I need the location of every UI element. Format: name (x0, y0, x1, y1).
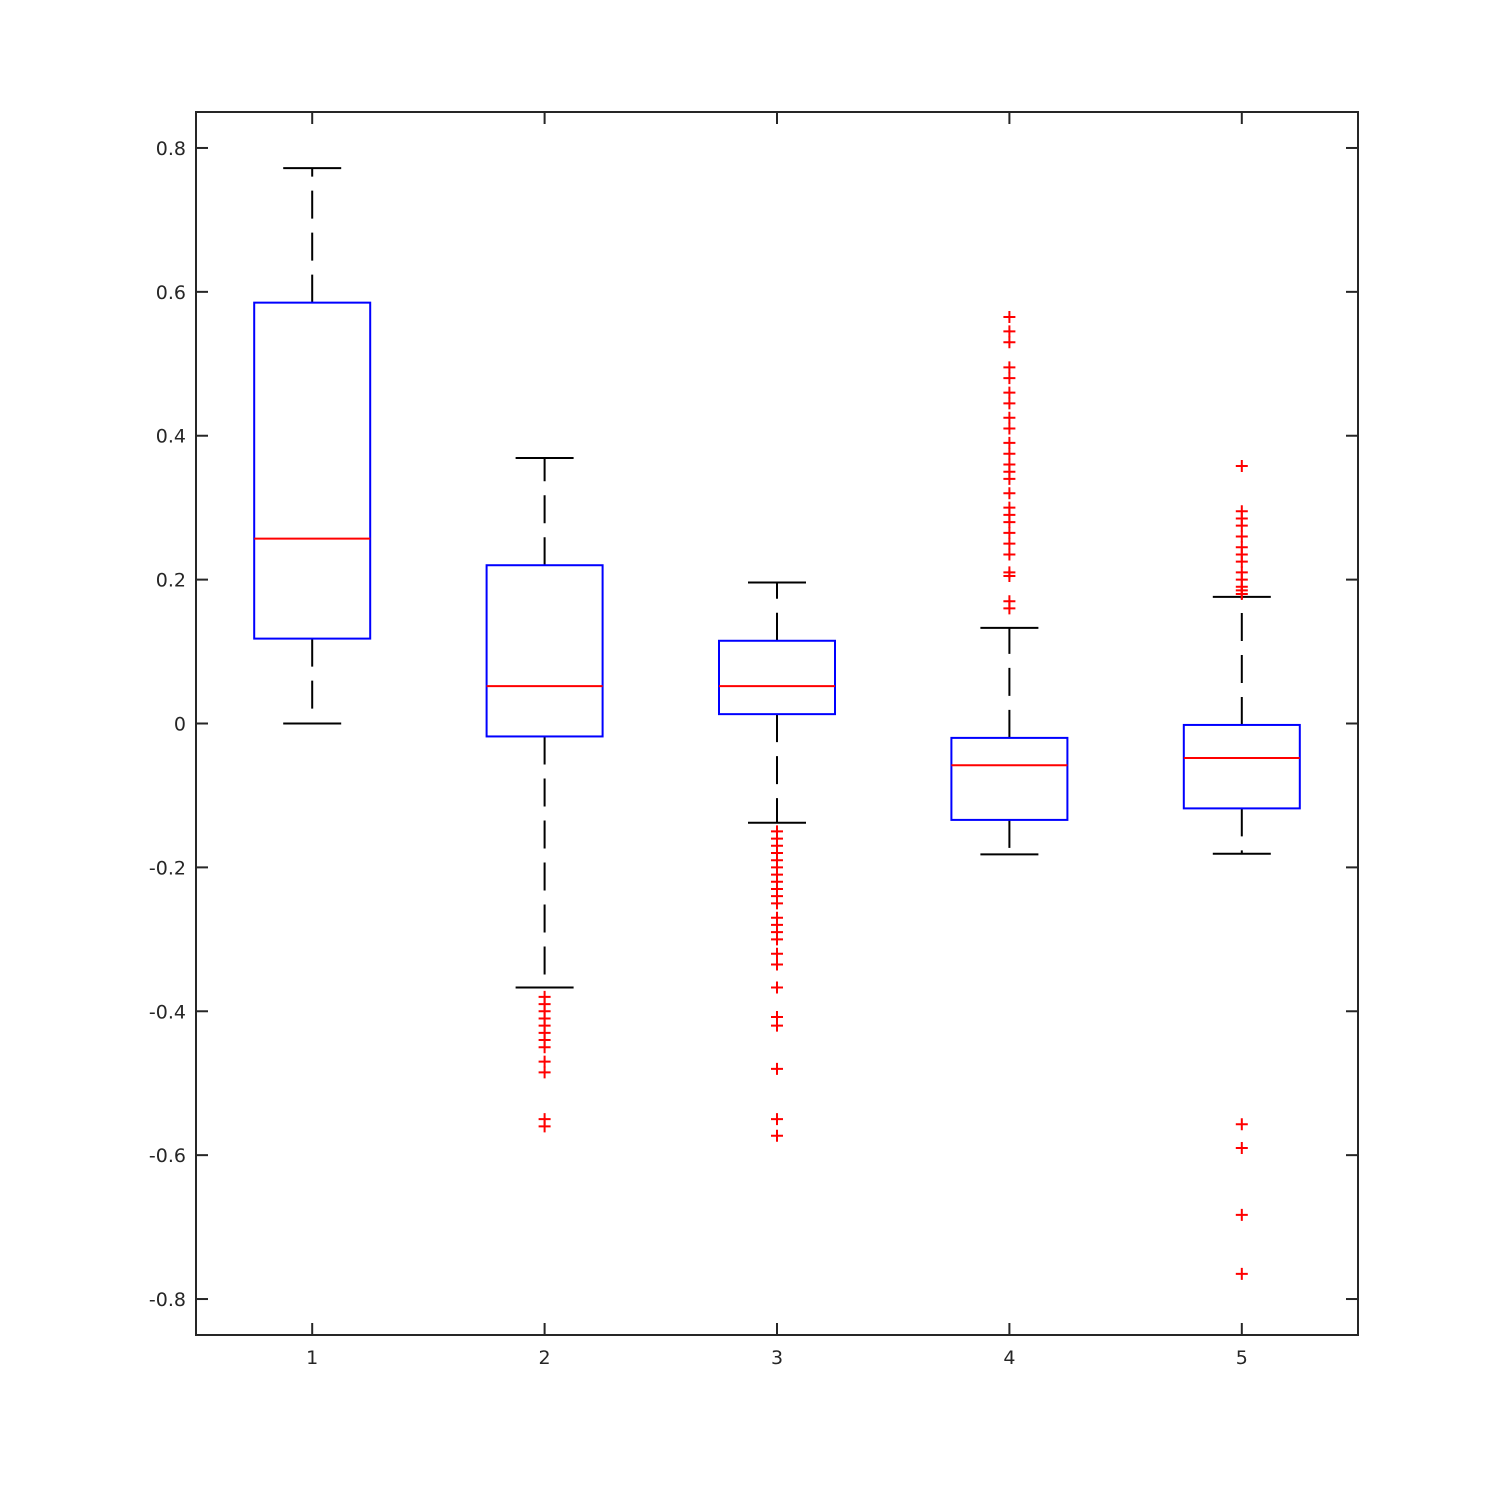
iqr-box (485, 564, 604, 738)
outlier-point (1003, 372, 1016, 385)
outlier-point (1003, 487, 1016, 500)
box-group-3 (718, 581, 836, 1142)
outlier-point (771, 958, 783, 971)
box-group-4 (950, 311, 1069, 856)
outlier-point (771, 947, 783, 960)
outlier-point (1003, 501, 1016, 514)
outlier-point (1003, 458, 1016, 471)
outlier-point (1235, 1267, 1248, 1280)
outlier-point (1235, 530, 1248, 543)
axes-layer: -0.8 -0.6 -0.4 -0.2 0 0.2 0.4 0.6 0.8 1 2 3 4 5 (149, 112, 1358, 1369)
iqr-box (253, 301, 372, 640)
outlier-point (538, 1055, 551, 1068)
x-tick-label: 1 (306, 1347, 318, 1369)
outlier-point (1003, 361, 1016, 374)
outlier-point (1235, 1118, 1248, 1131)
outlier-point (1003, 386, 1016, 399)
outlier-point (1003, 336, 1016, 349)
y-tick-label: -0.2 (149, 857, 186, 879)
outlier-point (771, 897, 783, 910)
outlier-point (771, 933, 783, 946)
outlier-point (538, 1066, 551, 1079)
y-tick-label: -0.4 (149, 1001, 186, 1023)
y-tick-label: 0 (174, 714, 186, 736)
outlier-point (1003, 537, 1016, 550)
outlier-point (1003, 411, 1016, 424)
outlier-point (1003, 566, 1016, 579)
outlier-point (1235, 1208, 1248, 1221)
outlier-point (771, 1019, 783, 1032)
data-layer (253, 167, 1301, 1280)
outlier-point (1003, 526, 1016, 539)
outlier-point (771, 1129, 783, 1142)
iqr-box (1182, 723, 1301, 810)
outlier-point (1003, 595, 1016, 608)
x-tick-label: 4 (1003, 1347, 1015, 1369)
y-tick-label: -0.6 (149, 1145, 186, 1167)
axes-frame (195, 111, 1359, 1336)
y-tick-label: 0.4 (156, 426, 186, 448)
y-tick-label: 0.8 (156, 138, 186, 160)
outlier-point (1003, 325, 1016, 338)
outlier-point (771, 1062, 783, 1075)
x-tick-label: 2 (539, 1347, 551, 1369)
outlier-point (771, 1113, 783, 1126)
outlier-point (1235, 541, 1248, 554)
outlier-point (1235, 566, 1248, 579)
box-group-5 (1182, 459, 1301, 1280)
outlier-point (1003, 447, 1016, 460)
y-tick-label: -0.8 (149, 1289, 186, 1311)
iqr-box (950, 736, 1069, 821)
outlier-point (538, 1120, 551, 1133)
outlier-point (1235, 459, 1248, 472)
y-tick-label: 0.2 (156, 570, 186, 592)
outlier-point (1003, 422, 1016, 435)
x-tick-label: 5 (1236, 1347, 1248, 1369)
outlier-point (1003, 436, 1016, 449)
y-tick-label: 0.6 (156, 282, 186, 304)
box-group-2 (485, 457, 604, 1133)
outlier-point (1003, 397, 1016, 410)
outlier-point (1003, 311, 1016, 324)
outlier-point (1235, 1141, 1248, 1154)
outlier-point (771, 981, 783, 994)
outlier-point (1235, 505, 1248, 518)
outlier-point (1003, 548, 1016, 561)
box-group-1 (253, 167, 372, 725)
iqr-box (718, 639, 836, 716)
x-tick-label: 3 (771, 1347, 783, 1369)
outlier-point (538, 1041, 551, 1054)
